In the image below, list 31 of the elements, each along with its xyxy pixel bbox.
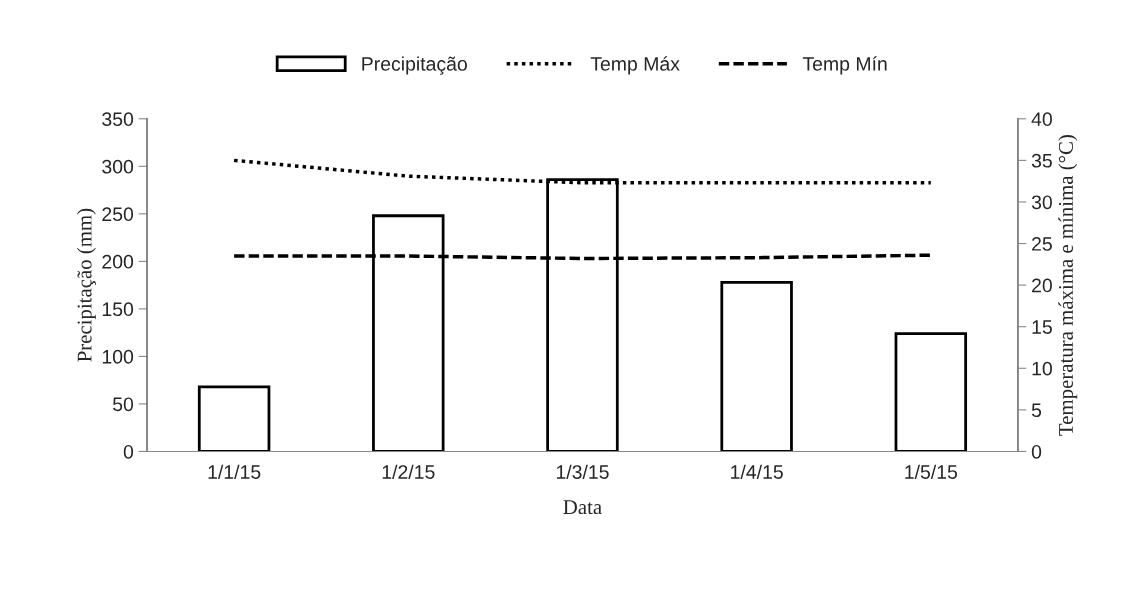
x-tick-label: 1/2/15 — [382, 464, 435, 479]
y-tick-label: 100 — [102, 349, 134, 364]
legend-label: Temp Máx — [590, 56, 680, 75]
y2-axis-title: Temperatura máxima e mínima (°C) — [1058, 135, 1078, 436]
y-tick-label: 350 — [102, 112, 134, 127]
y-tick-label: 250 — [102, 207, 134, 222]
legend-label: Temp Mín — [802, 56, 887, 75]
y-tick-label: 0 — [123, 444, 134, 459]
x-tick-label: 1/1/15 — [208, 464, 261, 479]
y2-tick-label: 15 — [1032, 320, 1052, 334]
y2-tick-label: 30 — [1031, 195, 1052, 210]
y2-tick-label: 35 — [1031, 153, 1052, 168]
y2-tick-label: 10 — [1032, 361, 1052, 376]
y2-tick-label: 20 — [1032, 278, 1052, 293]
x-axis-title: Data — [563, 500, 602, 515]
bar — [894, 332, 968, 452]
y2-tick-label: 5 — [1031, 403, 1042, 418]
x-tick-label: 1/3/15 — [556, 464, 609, 479]
y-tick-label: 200 — [102, 254, 134, 269]
bar — [720, 280, 793, 452]
legend-label: Precipitação — [362, 56, 467, 75]
y-tick-label: 150 — [102, 302, 134, 317]
y-tick-label: 300 — [102, 159, 134, 174]
y2-tick-label: 40 — [1031, 112, 1052, 127]
y2-tick-label: 0 — [1031, 444, 1042, 459]
y-axis-title: Precipitação (mm) — [76, 208, 96, 362]
y-tick-label: 50 — [112, 397, 134, 412]
x-tick-label: 1/4/15 — [731, 464, 783, 479]
bar — [197, 385, 271, 452]
x-tick-label: 1/5/15 — [905, 464, 958, 479]
y2-tick-label: 25 — [1032, 237, 1052, 251]
